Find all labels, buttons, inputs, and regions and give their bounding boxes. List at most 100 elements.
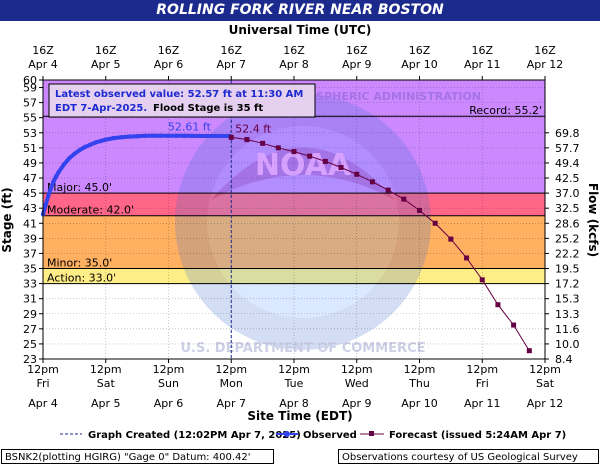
noaa-logo-bird <box>211 147 395 200</box>
flow-tick-label: 8.4 <box>555 353 573 366</box>
time-tick-label: 12pm <box>529 363 561 376</box>
flow-tick-label: 28.6 <box>555 217 580 230</box>
noaa-logo-ring <box>175 94 431 350</box>
info-box <box>48 83 316 118</box>
date-tick-label: Apr 5 <box>91 397 121 410</box>
day-tick-label: Fri <box>36 377 49 390</box>
top-axis-title: Universal Time (UTC) <box>229 23 372 37</box>
forecast-point <box>354 171 360 177</box>
observed-point <box>127 134 132 139</box>
utc-date-label: Apr 6 <box>154 58 184 71</box>
flow-tick-label: 10.0 <box>555 338 580 351</box>
forecast-point <box>260 140 266 146</box>
observed-point <box>213 133 218 139</box>
category-label-action: Action: 33.0' <box>47 272 116 285</box>
chart-title: ROLLING FORK RIVER NEAR BOSTON <box>156 2 444 18</box>
forecast-point <box>448 236 454 242</box>
stage-tick-label: 51 <box>23 142 37 155</box>
observed-point <box>66 156 72 161</box>
stage-tick-label: 41 <box>23 217 37 230</box>
utc-tick-label: 16Z <box>346 44 368 57</box>
observed-point <box>56 169 61 175</box>
stage-tick-label: 53 <box>23 127 37 140</box>
utc-tick-label: 16Z <box>409 44 431 57</box>
observed-point <box>205 133 210 139</box>
legend-graph-created: Graph Created (12:02PM Apr 7, 2025) <box>88 430 301 441</box>
flow-tick-label: 49.4 <box>555 157 580 170</box>
forecast-point <box>307 153 313 159</box>
category-label-record: Record: 55.2' <box>469 104 542 117</box>
flow-tick-label: 17.2 <box>555 278 580 291</box>
forecast-point <box>338 164 344 170</box>
observed-point <box>82 144 88 150</box>
category-label-moderate: Moderate: 42.0' <box>47 204 134 217</box>
stage-tick-label: 31 <box>23 293 37 306</box>
utc-date-label: Apr 8 <box>279 58 309 71</box>
time-tick-label: 12pm <box>278 363 310 376</box>
noaa-bottom-text: U.S. DEPARTMENT OF COMMERCE <box>180 341 425 356</box>
forecast-point <box>322 158 328 164</box>
observed-point <box>93 140 98 145</box>
stage-tick-label: 45 <box>23 187 37 200</box>
forecast-point <box>511 322 517 328</box>
date-tick-label: Apr 11 <box>464 397 501 410</box>
forecast-peak-label: 52.4 ft <box>235 122 272 135</box>
stage-tick-label: 23 <box>23 353 37 366</box>
forecast-point <box>401 196 407 202</box>
forecast-point <box>479 277 485 283</box>
observed-point <box>111 135 116 141</box>
utc-tick-label: 16Z <box>220 44 242 57</box>
utc-date-label: Apr 5 <box>91 58 121 71</box>
day-tick-label: Sat <box>97 377 116 390</box>
stage-tick-label: 49 <box>23 157 37 170</box>
stage-tick-label: 35 <box>23 263 37 276</box>
stage-tick-label: 37 <box>23 247 37 260</box>
noaa-watermark: NOAA NATIONAL OCEANIC AND ATMOSPHERIC AD… <box>125 90 481 356</box>
info-line2-black: Flood Stage is 35 ft <box>153 103 263 114</box>
forecast-point <box>432 220 438 226</box>
observed-point <box>43 202 48 208</box>
utc-date-label: Apr 9 <box>342 58 372 71</box>
band-normal <box>43 283 545 359</box>
band-moderate <box>43 215 545 269</box>
footer-datum: BSNK2(plotting HGIRG) "Gage 0" Datum: 40… <box>1 449 274 464</box>
forecast-point <box>385 187 391 193</box>
date-tick-label: Apr 4 <box>28 397 58 410</box>
utc-date-label: Apr 12 <box>527 58 564 71</box>
observed-point <box>61 162 67 167</box>
flow-tick-label: 25.2 <box>555 232 580 245</box>
stage-tick-label: 25 <box>23 338 37 351</box>
legend-observed: Observed <box>303 430 357 441</box>
day-tick-label: Tue <box>284 377 304 390</box>
forecast-point <box>291 149 297 155</box>
observed-point <box>77 147 82 153</box>
observed-point <box>72 151 77 157</box>
title-bar: ROLLING FORK RIVER NEAR BOSTON <box>0 0 600 21</box>
date-tick-label: Apr 6 <box>154 397 184 410</box>
day-tick-label: Sat <box>536 377 555 390</box>
axes <box>39 76 549 363</box>
right-axis-title: Flow (kcfs) <box>586 183 600 257</box>
category-label-minor: Minor: 35.0' <box>47 257 112 270</box>
forecast-point <box>275 145 281 151</box>
stage-tick-label: 33 <box>23 278 37 291</box>
series-layer: 52.61 ft 52.4 ft <box>40 80 532 359</box>
flow-tick-label: 32.5 <box>555 202 580 215</box>
category-label-major: Major: 45.0' <box>47 181 112 194</box>
flow-tick-label: 22.2 <box>555 247 580 260</box>
utc-date-label: Apr 4 <box>28 58 58 71</box>
time-tick-label: 12pm <box>215 363 247 376</box>
flow-tick-label: 42.5 <box>555 172 580 185</box>
flood-category-lines: Record: 55.2' Major: 45.0' Moderate: 42.0'… <box>43 104 545 285</box>
observed-point <box>142 133 148 138</box>
observed-point <box>87 142 93 148</box>
observed-point <box>134 133 140 139</box>
observed-point <box>48 186 54 191</box>
date-tick-label: Apr 12 <box>527 397 564 410</box>
observed-point <box>119 135 124 140</box>
stage-tick-label: 47 <box>23 172 37 185</box>
bottom-axis-title: Site Time (EDT) <box>247 409 352 423</box>
observed-peak-label: 52.61 ft <box>168 121 212 134</box>
stage-tick-label: 27 <box>23 323 37 336</box>
